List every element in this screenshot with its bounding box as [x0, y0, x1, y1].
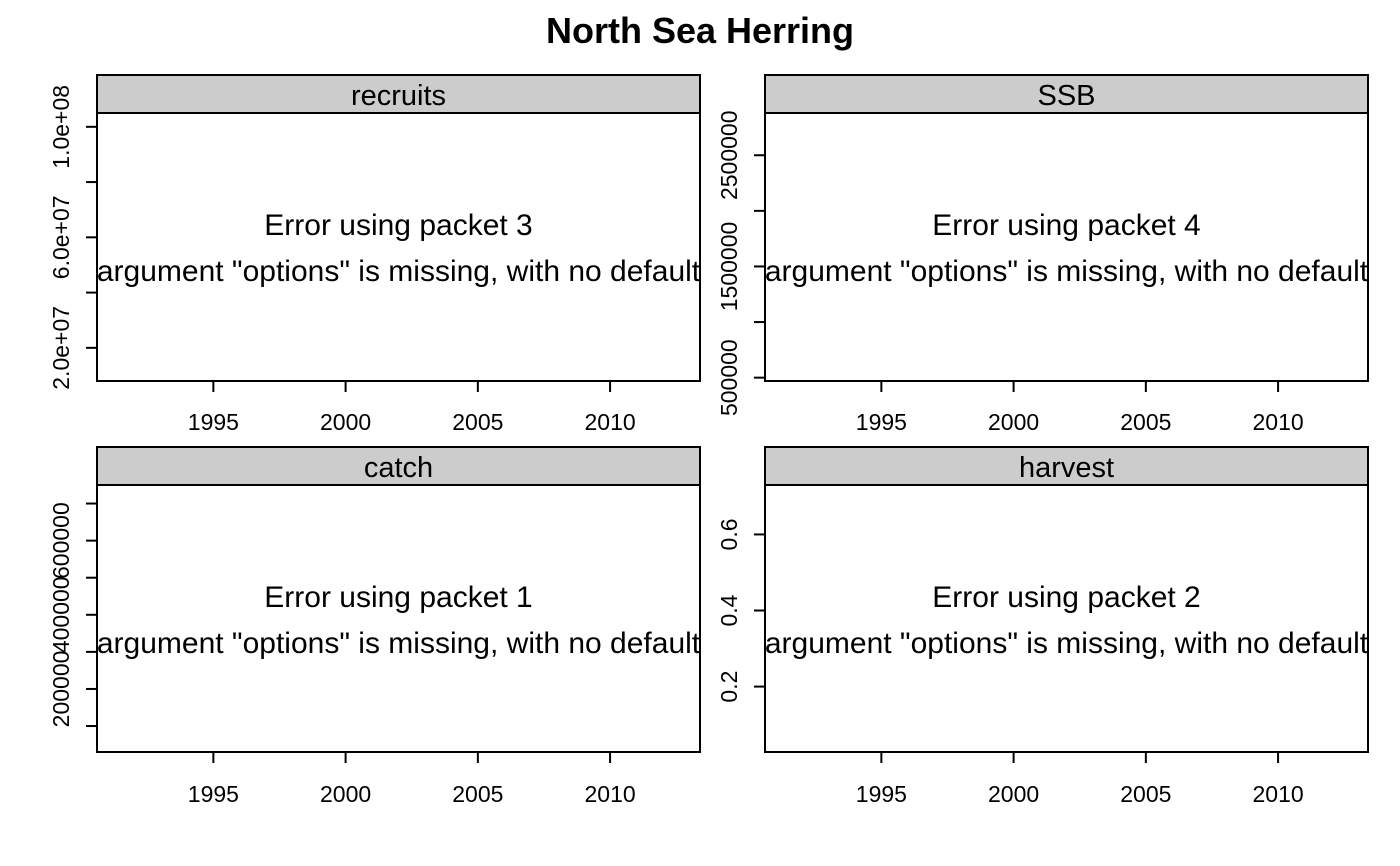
panel-error-message: argument "options" is missing, with no d…	[97, 627, 701, 660]
panel-error-message: argument "options" is missing, with no d…	[765, 255, 1369, 288]
panel-strip-label: recruits	[351, 80, 446, 112]
y-tick-label: 2500000	[716, 110, 742, 200]
panel-error-message: argument "options" is missing, with no d…	[97, 255, 701, 288]
x-tick-label: 1995	[188, 409, 239, 435]
y-tick-label: 400000	[48, 576, 74, 653]
y-tick-label: 0.6	[716, 518, 742, 550]
panel-error-group: Error using packet 1 argument "options" i…	[97, 581, 701, 660]
panel-strip-label: catch	[364, 452, 433, 484]
x-tick-label: 2010	[1252, 781, 1303, 807]
panel-strip	[764, 446, 1369, 486]
panel-frame	[764, 112, 1369, 382]
panel-frame	[96, 484, 701, 753]
x-tick-label: 2000	[320, 409, 371, 435]
panel-strip-label: SSB	[1037, 80, 1095, 112]
chart-title: North Sea Herring	[546, 10, 854, 51]
panel-error-group: Error using packet 4 argument "options" i…	[765, 209, 1369, 288]
panel-frame	[96, 112, 701, 382]
x-tick-label: 1995	[188, 781, 239, 807]
y-tick-label: 0.4	[716, 594, 742, 626]
x-tick-label: 2005	[1120, 781, 1171, 807]
panel-harvest: harvest 1995 2000 2005 2010 0.2 0.4 0.6 Error us…	[716, 446, 1369, 807]
panel-frame	[764, 484, 1369, 753]
y-tick-label: 1500000	[716, 222, 742, 312]
y-tick-label: 500000	[716, 339, 742, 416]
x-tick-label: 2005	[452, 781, 503, 807]
panel-error-group: Error using packet 3 argument "options" i…	[97, 209, 701, 288]
panel-error-title: Error using packet 1	[264, 581, 532, 614]
x-tick-label: 2010	[584, 409, 635, 435]
panels-group: recruits 1995 2000 2005 2010 2.0e+07 6.0e+07 1.…	[48, 74, 1369, 807]
panel-error-title: Error using packet 3	[264, 209, 532, 242]
panel-recruits: recruits 1995 2000 2005 2010 2.0e+07 6.0e+07 1.…	[48, 74, 701, 435]
x-tick-label: 2005	[452, 409, 503, 435]
x-tick-label: 1995	[856, 781, 907, 807]
panel-error-title: Error using packet 4	[932, 209, 1200, 242]
y-tick-label: 6.0e+07	[48, 195, 74, 279]
x-tick-label: 2000	[988, 781, 1039, 807]
x-tick-label: 2000	[320, 781, 371, 807]
panel-strip	[96, 74, 701, 114]
y-tick-label: 1.0e+08	[48, 85, 74, 169]
x-tick-label: 2010	[584, 781, 635, 807]
panel-error-title: Error using packet 2	[932, 581, 1200, 614]
panel-SSB: SSB 1995 2000 2005 2010 500000 1500000 2500000 E…	[716, 74, 1369, 435]
panel-strip	[96, 446, 701, 486]
y-tick-label: 600000	[48, 502, 74, 579]
x-tick-label: 2000	[988, 409, 1039, 435]
panel-error-group: Error using packet 2 argument "options" i…	[765, 581, 1369, 660]
y-tick-label: 2.0e+07	[48, 306, 74, 390]
x-tick-label: 2010	[1252, 409, 1303, 435]
x-tick-label: 1995	[856, 409, 907, 435]
y-tick-label: 200000	[48, 651, 74, 728]
x-tick-label: 2005	[1120, 409, 1171, 435]
panel-strip-label: harvest	[1019, 452, 1114, 484]
panel-error-message: argument "options" is missing, with no d…	[765, 627, 1369, 660]
y-tick-label: 0.2	[716, 671, 742, 703]
